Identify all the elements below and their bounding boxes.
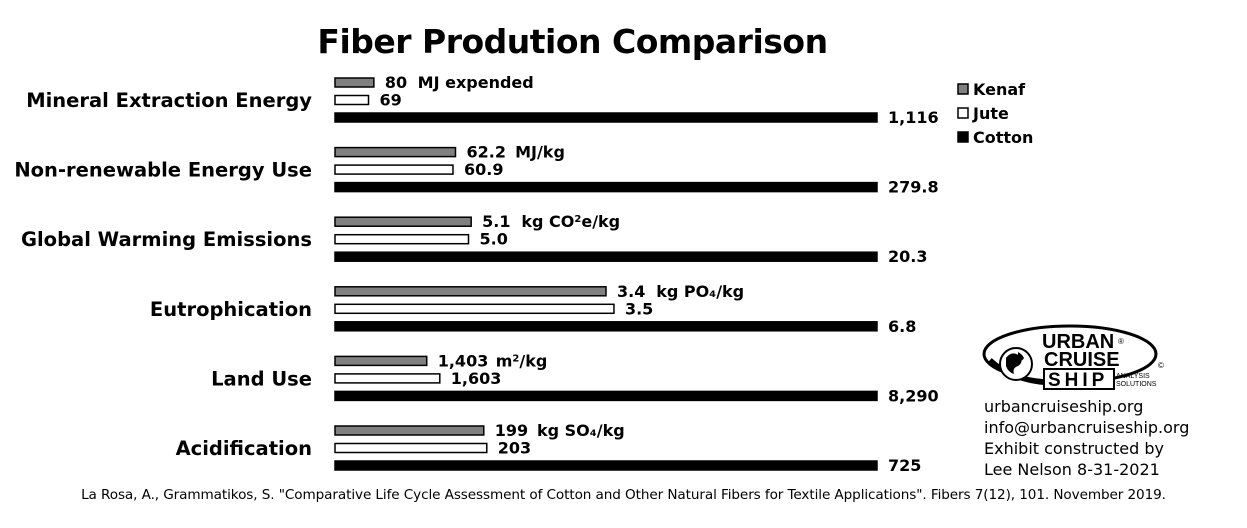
value-label-eutrophication-jute: 3.5 [625,299,653,318]
bar-acidification-kenaf [335,426,484,435]
email-text: info@urbancruiseship.org [984,417,1189,438]
unit-label-mineral-extraction-energy: MJ expended [418,73,534,92]
svg-text:ANALYSIS: ANALYSIS [1116,373,1150,380]
unit-label-eutrophication: kg PO₄/kg [656,282,744,301]
value-label-non-renewable-energy-use-kenaf: 62.2 [466,143,505,162]
website-text: urbancruiseship.org [984,396,1189,417]
bar-eutrophication-kenaf [335,287,606,296]
svg-text:SHIP: SHIP [1048,370,1108,391]
value-label-non-renewable-energy-use-cotton: 279.8 [888,178,939,197]
category-label-mineral-extraction-energy: Mineral Extraction Energy [26,89,312,112]
legend-label-jute: Jute [972,104,1009,123]
legend-swatch-kenaf [958,84,968,94]
svg-text:CRUISE: CRUISE [1044,349,1120,371]
bar-eutrophication-cotton [335,322,877,331]
svg-text:©: © [1158,361,1164,370]
value-label-global-warming-emissions-cotton: 20.3 [888,247,927,266]
bar-eutrophication-jute [335,304,614,313]
unit-label-non-renewable-energy-use: MJ/kg [515,143,565,162]
bar-mineral-extraction-energy-cotton [335,113,877,122]
bar-global-warming-emissions-jute [335,235,468,244]
bar-land-use-jute [335,374,440,383]
bar-mineral-extraction-energy-jute [335,96,369,105]
svg-text:SOLUTIONS: SOLUTIONS [1116,381,1157,388]
value-label-acidification-kenaf: 199 [495,421,528,440]
category-label-non-renewable-energy-use: Non-renewable Energy Use [14,159,312,182]
credit-line-1: Exhibit constructed by [984,438,1189,459]
bar-non-renewable-energy-use-jute [335,165,453,174]
value-label-acidification-jute: 203 [498,439,531,458]
credit-line-2: Lee Nelson 8-31-2021 [984,459,1189,480]
bar-global-warming-emissions-cotton [335,252,877,261]
unit-label-acidification: kg SO₄/kg [537,421,625,440]
legend-label-kenaf: Kenaf [973,80,1026,99]
value-label-global-warming-emissions-jute: 5.0 [479,230,507,249]
info-block: urbancruiseship.org info@urbancruiseship… [984,396,1189,480]
category-label-acidification: Acidification [176,437,312,460]
value-label-eutrophication-kenaf: 3.4 [617,282,645,301]
category-label-eutrophication: Eutrophication [150,298,312,321]
bar-acidification-jute [335,444,487,453]
value-label-land-use-cotton: 8,290 [888,386,939,405]
value-label-land-use-kenaf: 1,403 [438,351,489,370]
category-label-global-warming-emissions: Global Warming Emissions [21,228,312,251]
unit-label-global-warming-emissions: kg CO2e/kg [521,212,620,231]
bar-acidification-cotton [335,461,877,470]
value-label-global-warming-emissions-kenaf: 5.1 [482,212,510,231]
legend-swatch-jute [958,108,968,118]
bar-land-use-kenaf [335,356,427,365]
value-label-land-use-jute: 1,603 [451,369,502,388]
value-label-acidification-cotton: 725 [888,456,921,475]
bar-global-warming-emissions-kenaf [335,217,471,226]
legend-swatch-cotton [958,132,968,142]
bar-non-renewable-energy-use-cotton [335,183,877,192]
value-label-non-renewable-energy-use-jute: 60.9 [464,160,503,179]
bar-non-renewable-energy-use-kenaf [335,148,455,157]
category-label-land-use: Land Use [211,367,312,390]
source-citation: La Rosa, A., Grammatikos, S. "Comparativ… [0,487,1247,503]
urban-cruise-ship-logo: URBAN CRUISE SHIP ANALYSIS SOLUTIONS ® © [980,318,1180,394]
value-label-mineral-extraction-energy-kenaf: 80 [385,73,407,92]
bar-mineral-extraction-energy-kenaf [335,78,374,87]
value-label-mineral-extraction-energy-cotton: 1,116 [888,108,939,127]
svg-text:®: ® [1118,337,1124,346]
value-label-eutrophication-cotton: 6.8 [888,317,916,336]
bar-land-use-cotton [335,391,877,400]
value-label-mineral-extraction-energy-jute: 69 [380,91,402,110]
legend-label-cotton: Cotton [973,128,1033,147]
unit-label-land-use: m2/kg [496,351,548,370]
